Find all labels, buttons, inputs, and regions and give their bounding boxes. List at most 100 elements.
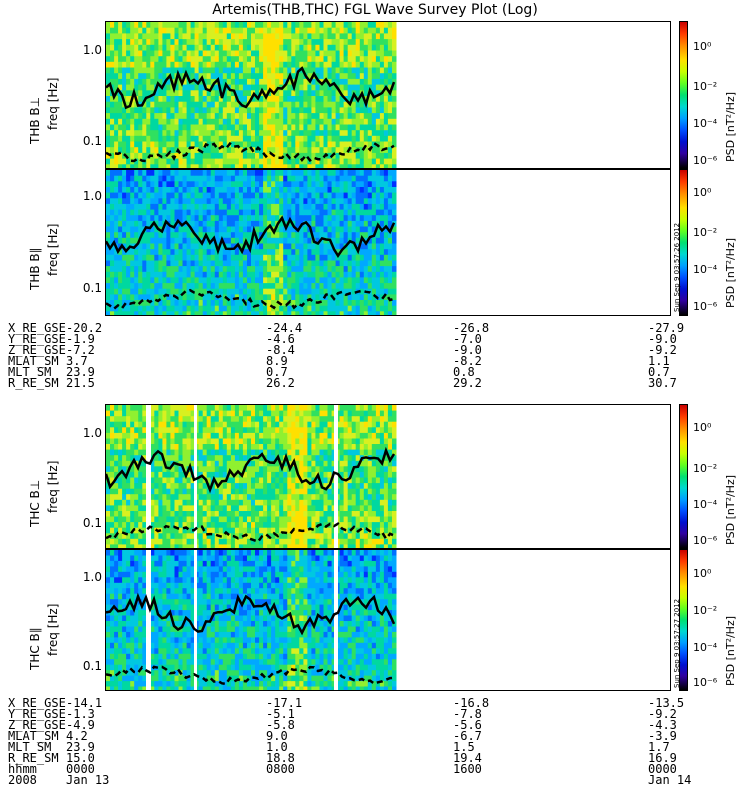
ephemeris-value: -20.2 bbox=[66, 321, 103, 335]
colorbar-1-label: PSD [nT²/Hz] bbox=[724, 91, 737, 162]
ephemeris-value: -8.4 bbox=[266, 343, 295, 357]
panel-2-tick-01: 0.1 bbox=[82, 281, 102, 295]
ephemeris-value: -9.2 bbox=[648, 343, 677, 357]
ephemeris-value: 0.8 bbox=[453, 365, 475, 379]
ephemeris-label: Y_RE_GSE bbox=[8, 707, 66, 721]
chart-title: Artemis(THB,THC) FGL Wave Survey Plot (L… bbox=[212, 2, 538, 18]
timestamp-stamp-1: Sun Sep 9 03:57:26 2012 bbox=[673, 222, 681, 312]
ephemeris-value: 1.5 bbox=[453, 740, 475, 754]
ephemeris-row: X_RE_GSE -20.2 -24.4 -26.8 -27.9 bbox=[8, 321, 748, 335]
ephemeris-row: Z_RE_GSE -4.9 -5.8 -5.6 -4.3 bbox=[8, 718, 748, 732]
ephemeris-value: -4.6 bbox=[266, 332, 295, 346]
ephemeris-label: R_RE_SM bbox=[8, 376, 59, 390]
ephemeris-value: -5.1 bbox=[266, 707, 295, 721]
ephemeris-value: 0000 bbox=[66, 762, 95, 776]
ephemeris-label: MLT_SM bbox=[8, 740, 52, 754]
ephemeris-value: -24.4 bbox=[266, 321, 303, 335]
ephemeris-row: X_RE_GSE -14.1 -17.1 -16.8 -13.5 bbox=[8, 696, 748, 710]
ephemeris-value: -7.2 bbox=[66, 343, 95, 357]
ephemeris-value: 0000 bbox=[648, 762, 677, 776]
ephemeris-value: 23.9 bbox=[66, 740, 95, 754]
ephemeris-row: MLT_SM 23.9 1.0 1.5 1.7 bbox=[8, 740, 748, 754]
ephemeris-value: 1600 bbox=[453, 762, 482, 776]
colorbar-1-tick-4: 10⁻⁴ bbox=[693, 117, 718, 130]
ephemeris-label: X_RE_GSE bbox=[8, 696, 66, 710]
colorbar-4-label: PSD [nT²/Hz] bbox=[724, 615, 737, 686]
ephemeris-value: -9.2 bbox=[648, 707, 677, 721]
ephemeris-label: X_RE_GSE bbox=[8, 321, 66, 335]
ephemeris-value: -4.9 bbox=[66, 718, 95, 732]
colorbar-4 bbox=[679, 549, 688, 691]
ephemeris-value: Jan 13 bbox=[66, 773, 110, 787]
colorbar-3-label: PSD [nT²/Hz] bbox=[724, 474, 737, 545]
ephemeris-value: -16.8 bbox=[453, 696, 490, 710]
ephemeris-value: Jan 14 bbox=[648, 773, 692, 787]
ephemeris-value: 4.2 bbox=[66, 729, 88, 743]
ephemeris-value: -9.0 bbox=[648, 332, 677, 346]
colorbar-3-tick-2: 10⁻² bbox=[693, 462, 718, 475]
ephemeris-row: Y_RE_GSE -1.9 -4.6 -7.0 -9.0 bbox=[8, 332, 748, 346]
ephemeris-thb: X_RE_GSE -20.2 -24.4 -26.8 -27.9 Y_RE_GSE -1.9… bbox=[8, 321, 748, 390]
ephemeris-row: MLAT_SM 4.2 9.0 -6.7 -3.9 bbox=[8, 729, 748, 743]
panel-1-probe-label: THB B⊥ bbox=[28, 96, 42, 144]
ephemeris-value: 16.9 bbox=[648, 751, 677, 765]
ephemeris-label: Y_RE_GSE bbox=[8, 332, 66, 346]
panel-1-tick-01: 0.1 bbox=[82, 134, 102, 148]
ephemeris-value: 1.0 bbox=[266, 740, 288, 754]
ephemeris-value: 0.7 bbox=[648, 365, 670, 379]
ephemeris-value: 9.0 bbox=[266, 729, 288, 743]
ephemeris-value: 23.9 bbox=[66, 365, 95, 379]
ephemeris-label: R_RE_SM bbox=[8, 751, 59, 765]
colorbar-4-tick-6: 10⁻⁶ bbox=[693, 676, 718, 689]
colorbar-2-tick-6: 10⁻⁶ bbox=[693, 300, 718, 313]
ephemeris-value: -6.7 bbox=[453, 729, 482, 743]
colorbar-2 bbox=[679, 169, 688, 316]
colorbar-2-label: PSD [nT²/Hz] bbox=[724, 237, 737, 308]
ephemeris-label: MLT_SM bbox=[8, 365, 52, 379]
ephemeris-value: -27.9 bbox=[648, 321, 685, 335]
ephemeris-label: Z_RE_GSE bbox=[8, 343, 66, 357]
colorbar-2-tick-2: 10⁻² bbox=[693, 226, 718, 239]
ephemeris-value: -5.6 bbox=[453, 718, 482, 732]
ephemeris-value: -7.0 bbox=[453, 332, 482, 346]
ephemeris-row: hhmm 0000 0800 1600 0000 bbox=[8, 762, 748, 776]
ephemeris-label: hhmm bbox=[8, 762, 37, 776]
colorbar-3-tick-4: 10⁻⁴ bbox=[693, 498, 718, 511]
ephemeris-value: -8.2 bbox=[453, 354, 482, 368]
panel-2-probe-label: THB B∥ bbox=[28, 247, 42, 290]
ephemeris-value: -17.1 bbox=[266, 696, 303, 710]
ephemeris-thc: X_RE_GSE -14.1 -17.1 -16.8 -13.5 Y_RE_GSE -1.3… bbox=[8, 696, 748, 787]
ephemeris-value: 3.7 bbox=[66, 354, 88, 368]
ephemeris-row: Z_RE_GSE -7.2 -8.4 -9.0 -9.2 bbox=[8, 343, 748, 357]
ephemeris-value: -5.8 bbox=[266, 718, 295, 732]
ephemeris-value: 21.5 bbox=[66, 376, 95, 390]
ephemeris-row: 2008 Jan 13 Jan 14 bbox=[8, 773, 748, 787]
ephemeris-value: -9.0 bbox=[453, 343, 482, 357]
colorbar-3-tick-0: 10⁰ bbox=[693, 421, 712, 434]
panel-2-tick-1: 1.0 bbox=[82, 189, 102, 203]
ephemeris-value: -1.3 bbox=[66, 707, 95, 721]
colorbar-1 bbox=[679, 21, 688, 169]
panel-3-tick-01: 0.1 bbox=[82, 516, 102, 530]
panel-1-tick-1: 1.0 bbox=[82, 43, 102, 57]
ephemeris-value: 18.8 bbox=[266, 751, 295, 765]
ephemeris-row: MLT_SM 23.9 0.7 0.8 0.7 bbox=[8, 365, 748, 379]
spectrogram-panel-3 bbox=[105, 404, 671, 549]
ephemeris-value: 1.7 bbox=[648, 740, 670, 754]
ephemeris-value: 0800 bbox=[266, 762, 295, 776]
ephemeris-value: 30.7 bbox=[648, 376, 677, 390]
colorbar-1-tick-0: 10⁰ bbox=[693, 40, 712, 53]
colorbar-3-tick-6: 10⁻⁶ bbox=[693, 534, 718, 547]
panel-4-tick-1: 1.0 bbox=[82, 570, 102, 584]
timestamp-stamp-2: Sun Sep 9 03:57:27 2012 bbox=[673, 598, 681, 688]
ephemeris-value: 15.0 bbox=[66, 751, 95, 765]
ephemeris-value: -14.1 bbox=[66, 696, 103, 710]
ephemeris-label: Z_RE_GSE bbox=[8, 718, 66, 732]
ephemeris-value: -1.9 bbox=[66, 332, 95, 346]
ephemeris-value: 1.1 bbox=[648, 354, 670, 368]
colorbar-3 bbox=[679, 404, 688, 549]
ephemeris-value: -4.3 bbox=[648, 718, 677, 732]
panel-3-probe-label: THC B⊥ bbox=[28, 479, 42, 527]
colorbar-1-tick-2: 10⁻² bbox=[693, 80, 718, 93]
colorbar-2-tick-0: 10⁰ bbox=[693, 186, 712, 199]
